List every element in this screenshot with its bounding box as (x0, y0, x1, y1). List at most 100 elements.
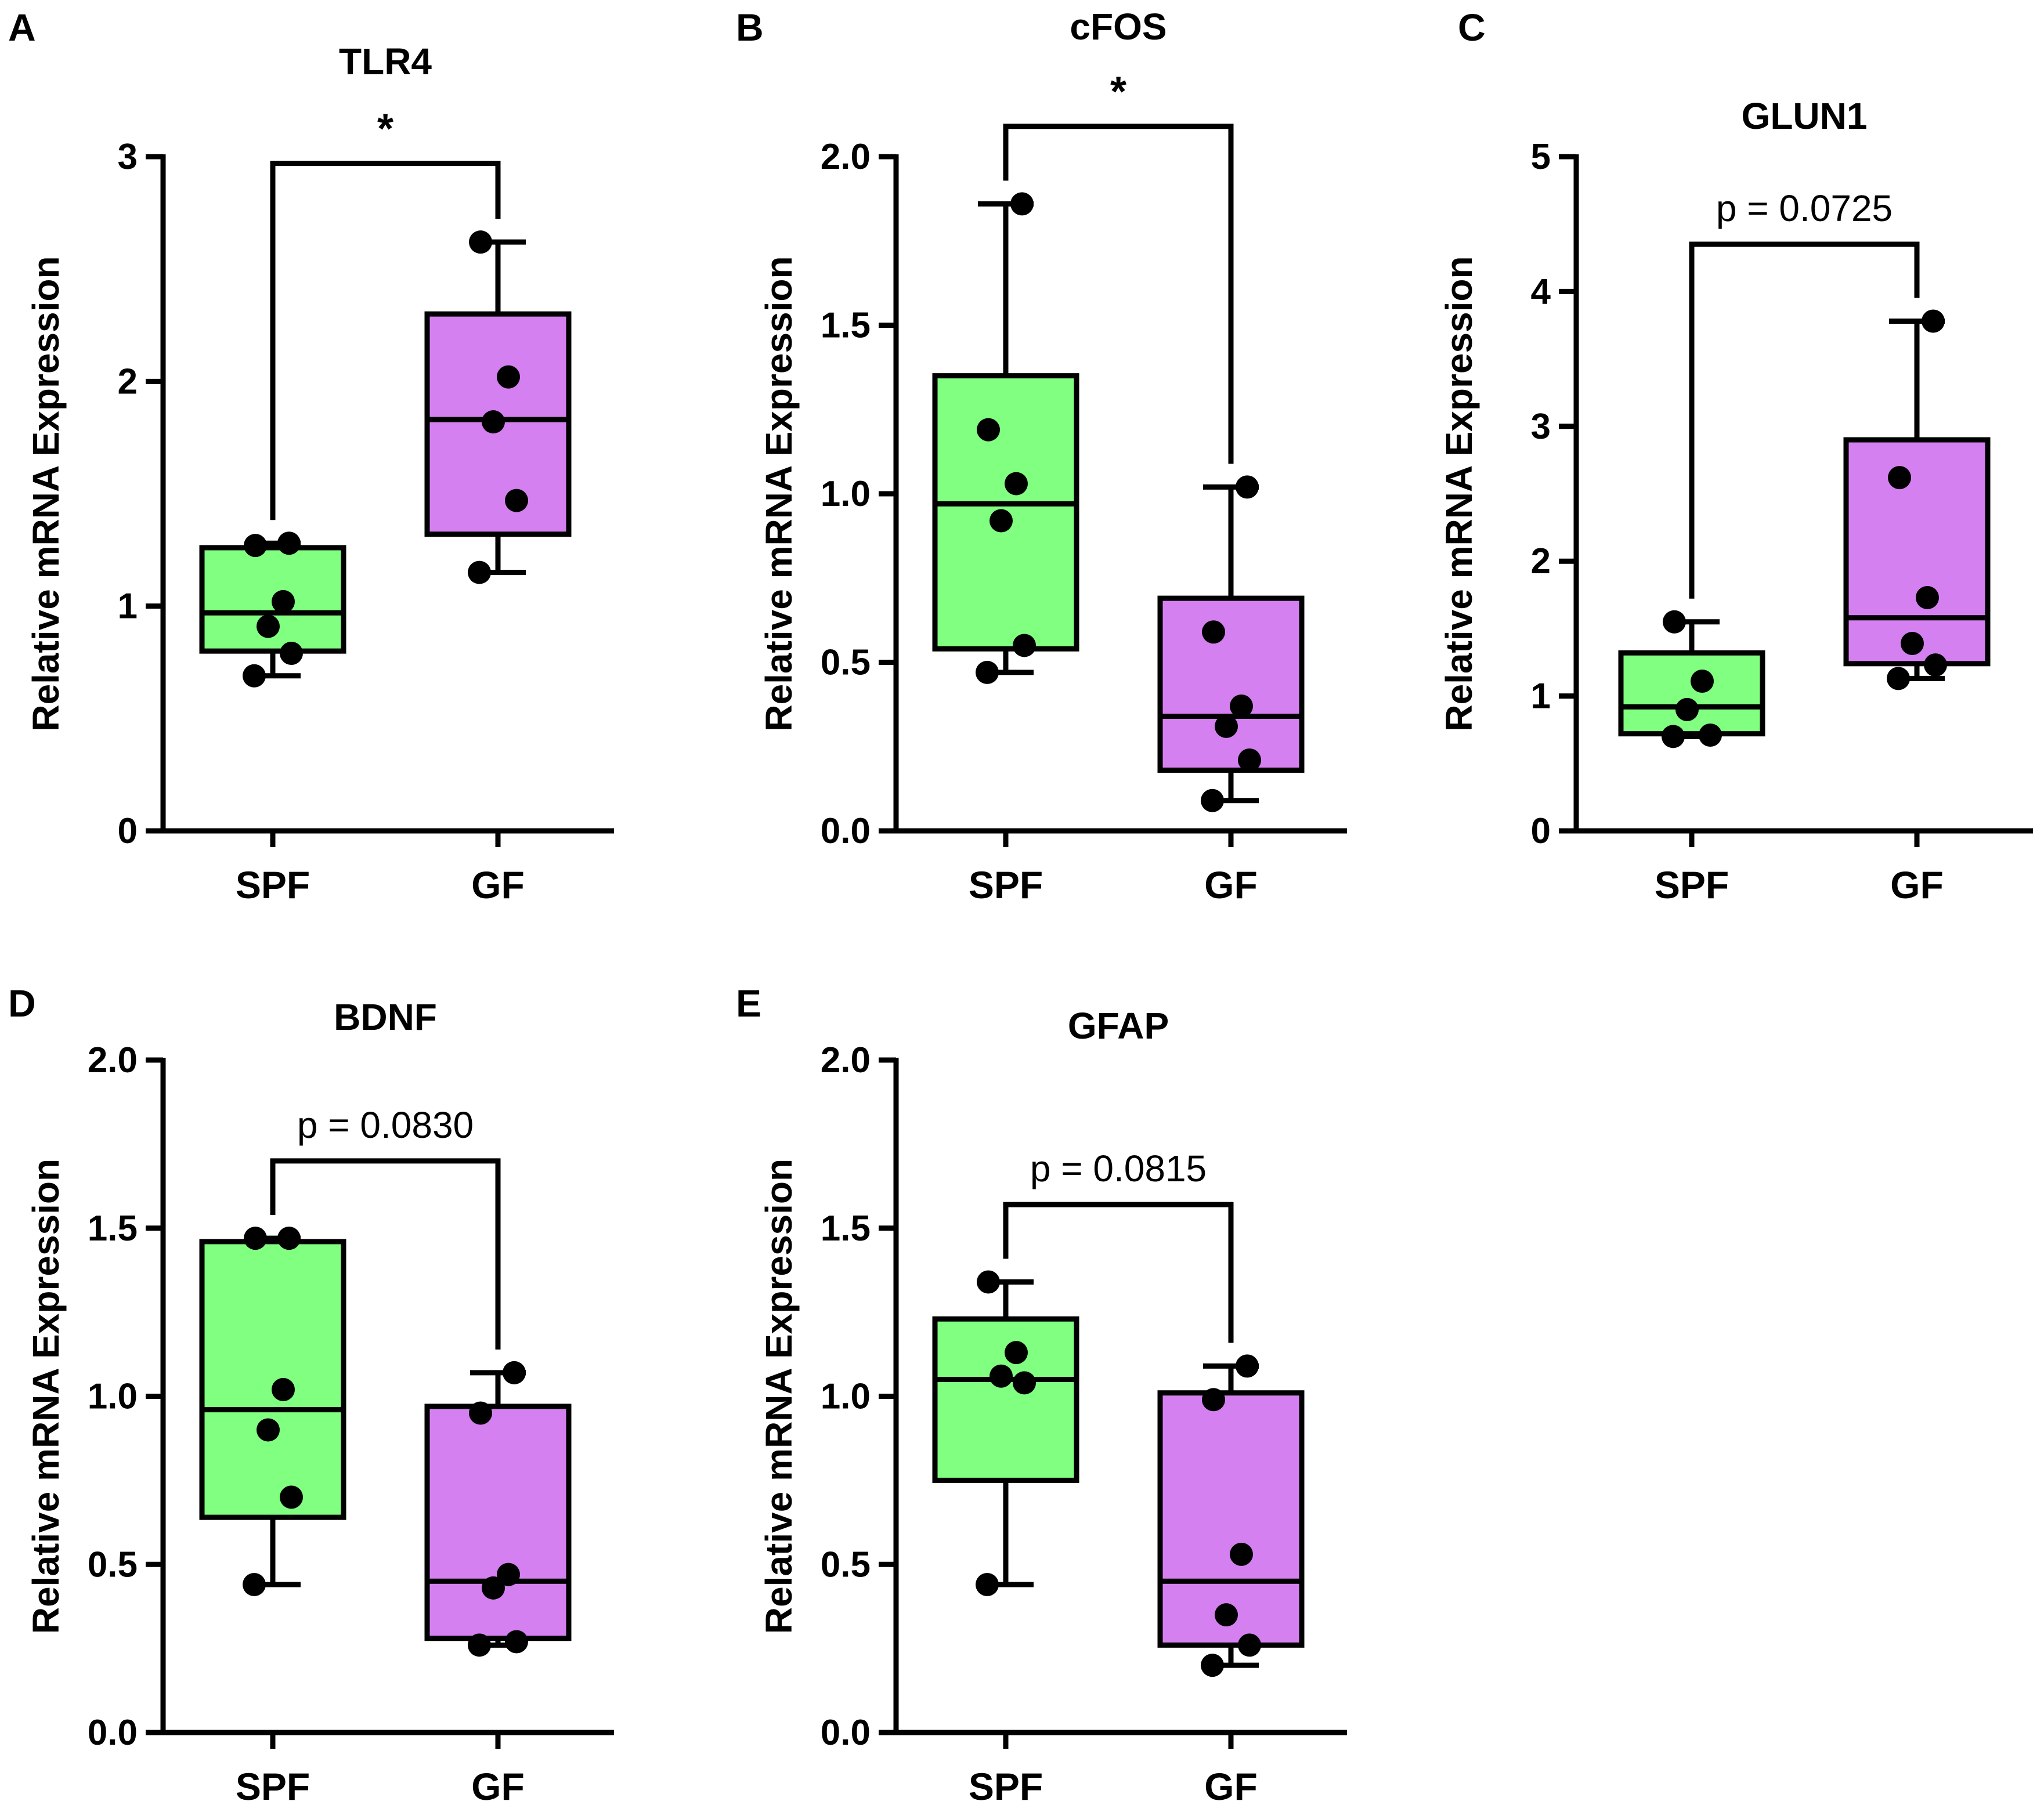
panel-d-y-tick-label: 0.5 (88, 1545, 138, 1585)
panel-a-gf-data-point (469, 230, 492, 254)
panel-c-spf-data-point (1663, 610, 1686, 634)
panel-e-gf-data-point (1215, 1603, 1238, 1627)
panel-c-spf-category-label: SPF (1655, 863, 1729, 906)
panel-c-gf-data-point (1924, 653, 1947, 677)
panel-b-spf-data-point (1005, 472, 1028, 496)
panel-e-y-tick-label: 0.5 (821, 1545, 871, 1585)
panel-b-gf-data-point (1238, 748, 1261, 772)
panel-d-spf-data-point (257, 1418, 280, 1442)
panel-d-gf-category-label: GF (471, 1765, 525, 1808)
panel-d-letter: D (8, 982, 36, 1025)
panel-c-spf-box (1618, 650, 1765, 737)
panel-b-letter: B (736, 6, 764, 49)
panel-c-significance-bracket (1689, 241, 1920, 599)
panel-a-gf-data-point (482, 410, 505, 434)
panel-b-gf-data-point (1201, 789, 1224, 812)
panel-a-spf-data-point (277, 531, 301, 555)
panel-b-gf-data-point (1236, 475, 1259, 499)
panel-c-title: GLUN1 (1742, 95, 1868, 137)
panel-a-title: TLR4 (339, 41, 432, 82)
panel-e-significance-bracket (1003, 1202, 1234, 1343)
panel-d-gf-data-point (482, 1576, 505, 1600)
panel-b-gf-data-point (1230, 695, 1253, 718)
panel-e-spf-box (932, 1316, 1079, 1483)
panel-e-y-tick-label: 2.0 (821, 1040, 871, 1080)
panel-e-gf-data-point (1238, 1633, 1261, 1657)
panel-e-letter: E (736, 982, 761, 1025)
panel-e-spf-data-point (990, 1364, 1013, 1388)
panel-a-significance-label: * (377, 106, 393, 153)
panel-a-gf-category-label: GF (471, 863, 525, 906)
panel-d-y-axis-label: Relative mRNA Expression (25, 1159, 67, 1634)
panel-a-letter: A (8, 6, 36, 49)
panel-e-spf-data-point (977, 1270, 1000, 1294)
panel-c-gf-data-point (1888, 466, 1911, 490)
panel-e-y-tick-label: 0.0 (821, 1713, 871, 1753)
panel-b-gf-box (1157, 595, 1305, 773)
panel-e-spf-data-point (976, 1573, 999, 1597)
panel-b-spf-data-point (976, 660, 999, 684)
panel-d-y-tick-label: 0.0 (88, 1713, 138, 1753)
panel-a-gf-data-point (505, 489, 528, 512)
panel-e-spf-category-label: SPF (969, 1765, 1043, 1808)
panel-b-significance-label: * (1110, 69, 1126, 115)
panel-d-spf-box (199, 1239, 346, 1520)
panel-d-gf-data-point (468, 1633, 491, 1657)
panel-a-gf-data-point (497, 365, 520, 389)
panel-d-y-tick-label: 2.0 (88, 1040, 138, 1080)
panel-d-spf-data-point (243, 1573, 266, 1597)
panel-a-spf-data-point (244, 534, 267, 558)
panel-b-spf-data-point (1010, 192, 1034, 216)
panel-c-y-tick-label: 3 (1531, 407, 1551, 447)
panel-c-gf-data-point (1922, 309, 1945, 333)
panel-b-y-tick-label: 1.0 (821, 474, 871, 514)
panel-d-y-tick-label: 1.0 (88, 1377, 138, 1417)
panel-b-y-tick-label: 0.0 (821, 811, 871, 851)
panel-d-gf-data-point (469, 1401, 492, 1425)
panel-c-y-tick-label: 5 (1531, 137, 1551, 177)
panel-b-gf-data-point (1215, 714, 1238, 738)
panel-c-spf-data-point (1691, 670, 1714, 693)
panel-a-y-tick-label: 0 (118, 811, 138, 851)
panel-d-gf-data-point (497, 1563, 520, 1586)
panel-b-y-tick-label: 0.5 (821, 643, 871, 683)
panel-e-y-tick-label: 1.5 (821, 1209, 871, 1249)
panel-a-y-tick-label: 3 (118, 137, 138, 177)
panel-c-letter: C (1458, 6, 1486, 49)
panel-a-spf-data-point (243, 664, 266, 688)
panel-d-significance-label: p = 0.0830 (297, 1104, 474, 1146)
panel-d-spf-data-point (277, 1227, 301, 1250)
panel-b-spf-category-label: SPF (969, 863, 1043, 906)
panel-d-significance-bracket (270, 1158, 501, 1350)
panel-d-spf-data-point (280, 1485, 303, 1509)
panel-e-y-tick-label: 1.0 (821, 1377, 871, 1417)
panel-b-y-tick-label: 2.0 (821, 137, 871, 177)
panel-a-y-axis-label: Relative mRNA Expression (25, 256, 67, 731)
panel-a-spf-category-label: SPF (236, 863, 310, 906)
panel-d-y-tick-label: 1.5 (88, 1209, 138, 1249)
panel-a-gf-data-point (468, 560, 491, 584)
panel-b-spf-data-point (990, 509, 1013, 533)
panel-d-spf-category-label: SPF (236, 1765, 310, 1808)
panel-e-gf-data-point (1236, 1354, 1259, 1378)
panel-c-y-axis-label: Relative mRNA Expression (1438, 256, 1480, 731)
panel-a-spf-data-point (257, 614, 280, 638)
panel-e-gf-data-point (1230, 1542, 1253, 1566)
panel-d-gf-data-point (505, 1630, 528, 1654)
panel-d-title: BDNF (334, 996, 437, 1038)
panel-c-spf-data-point (1662, 725, 1685, 748)
panel-b-y-axis-label: Relative mRNA Expression (758, 256, 800, 731)
panel-c-gf-data-point (1916, 585, 1939, 609)
panel-c-spf-data-point (1699, 723, 1722, 747)
panel-d-spf-data-point (244, 1227, 267, 1250)
panel-d-gf-box (424, 1404, 572, 1641)
panel-c-gf-category-label: GF (1890, 863, 1944, 906)
panel-c-gf-data-point (1887, 667, 1910, 690)
panel-a-significance-bracket (270, 161, 501, 520)
panel-c-gf-box (1843, 437, 1991, 667)
panel-c-y-tick-label: 4 (1531, 272, 1551, 312)
panel-e-significance-label: p = 0.0815 (1030, 1148, 1207, 1189)
panel-e-gf-data-point (1202, 1388, 1225, 1412)
panel-e-y-axis-label: Relative mRNA Expression (758, 1159, 800, 1634)
